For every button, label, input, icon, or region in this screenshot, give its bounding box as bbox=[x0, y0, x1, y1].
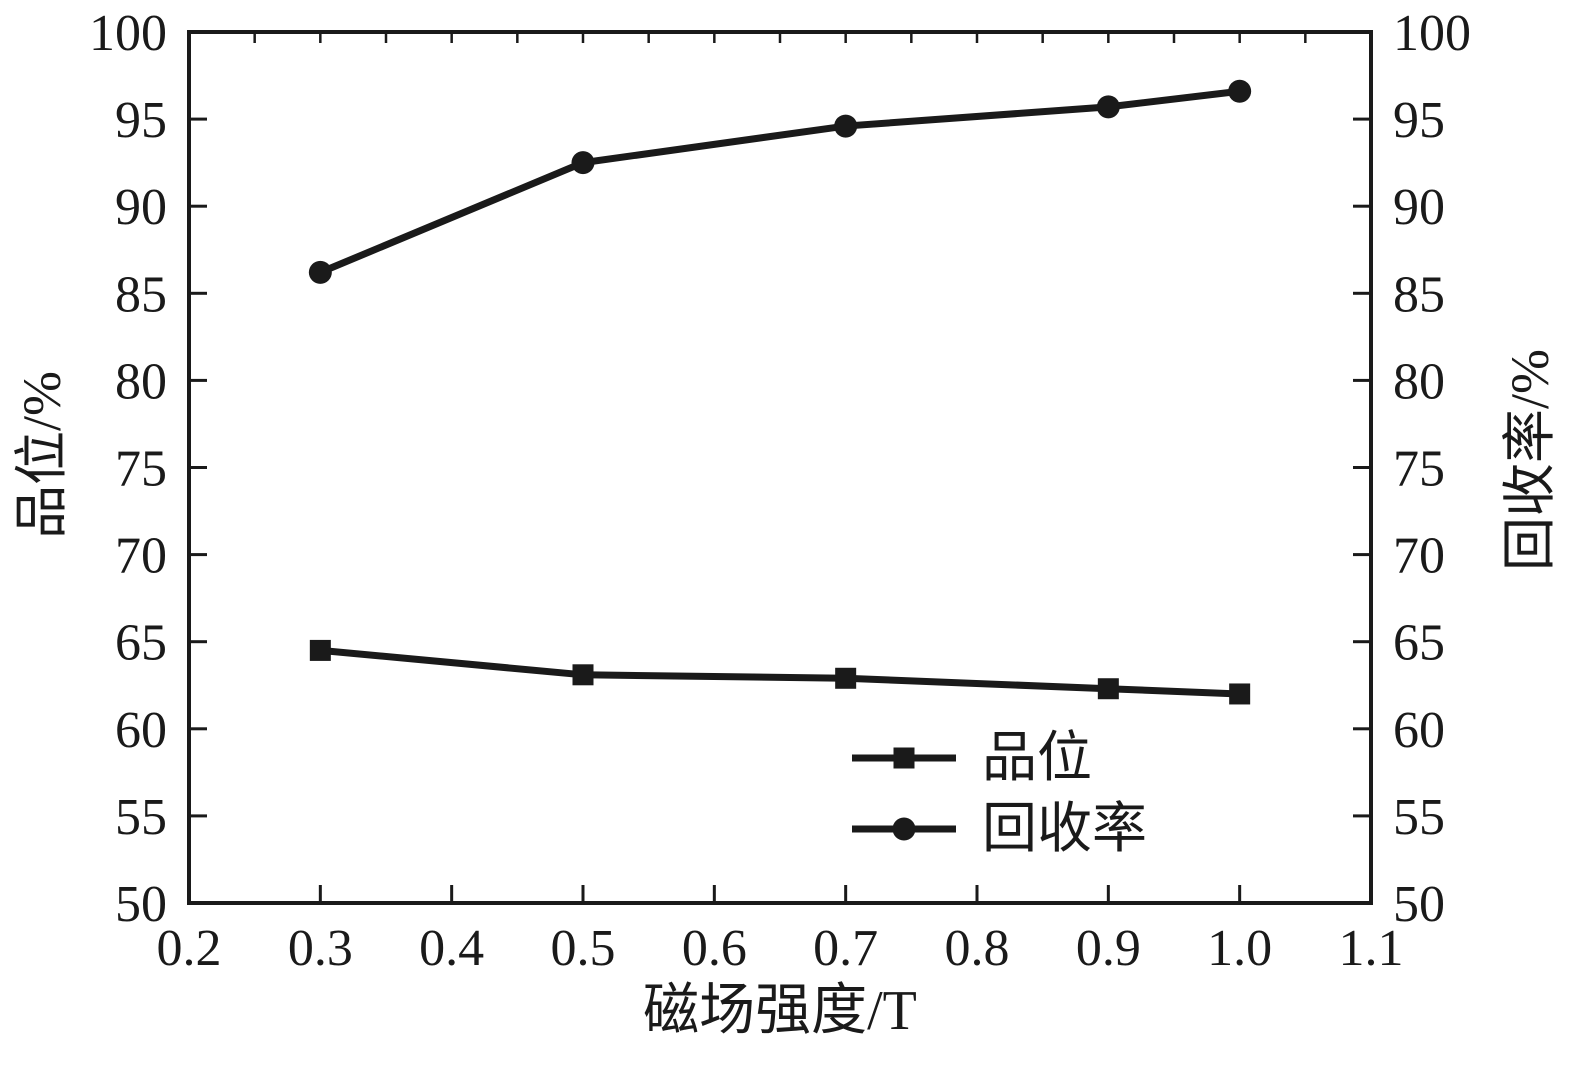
x-tick-label: 0.5 bbox=[551, 920, 616, 977]
data-point-square bbox=[1229, 683, 1251, 705]
x-tick-label: 0.9 bbox=[1076, 920, 1141, 977]
data-point-square bbox=[1097, 678, 1119, 700]
x-tick-label: 0.3 bbox=[288, 920, 353, 977]
y-tick-label-left: 65 bbox=[115, 615, 167, 672]
x-axis-title: 磁场强度/T bbox=[643, 980, 917, 1042]
data-point-circle bbox=[834, 114, 858, 138]
plot-border bbox=[187, 30, 1373, 905]
x-tick-label: 1.0 bbox=[1207, 920, 1272, 977]
y-tick-label-right: 50 bbox=[1393, 876, 1445, 933]
data-point-circle bbox=[1228, 79, 1252, 103]
y-tick-label-left: 85 bbox=[115, 266, 167, 323]
y-tick-label-left: 70 bbox=[115, 528, 167, 585]
x-tick-label: 1.1 bbox=[1339, 920, 1404, 977]
y-tick-label-right: 75 bbox=[1393, 441, 1445, 498]
y-tick-label-left: 50 bbox=[115, 876, 167, 933]
y-axis-title-left: 品位/% bbox=[12, 371, 72, 539]
data-point-square bbox=[309, 639, 331, 661]
data-point-circle bbox=[1096, 95, 1120, 119]
y-axis-title-right: 回收率/% bbox=[1500, 349, 1560, 571]
series-line-circle bbox=[316, 87, 1244, 276]
y-tick-label-left: 100 bbox=[89, 5, 167, 62]
y-tick-label-left: 80 bbox=[115, 353, 167, 410]
y-tick-label-left: 95 bbox=[115, 92, 167, 149]
x-tick-label: 0.2 bbox=[157, 920, 222, 977]
data-point-circle bbox=[308, 260, 332, 284]
data-point-circle bbox=[571, 151, 595, 175]
x-tick-label: 0.8 bbox=[945, 920, 1010, 977]
x-tick-label: 0.4 bbox=[419, 920, 484, 977]
line-circle-marker-icon bbox=[852, 817, 956, 840]
y-tick-label-right: 65 bbox=[1393, 615, 1445, 672]
legend-item-grade: 品位 bbox=[852, 722, 1147, 793]
y-tick-label-right: 60 bbox=[1393, 702, 1445, 759]
legend-label-grade: 品位 bbox=[982, 727, 1093, 788]
data-point-square bbox=[572, 664, 594, 686]
y-tick-label-right: 80 bbox=[1393, 353, 1445, 410]
legend: 品位 回收率 bbox=[852, 722, 1147, 864]
y-tick-label-right: 55 bbox=[1393, 789, 1445, 846]
y-tick-label-left: 90 bbox=[115, 179, 167, 236]
legend-label-recovery: 回收率 bbox=[982, 798, 1148, 859]
y-tick-label-right: 85 bbox=[1393, 266, 1445, 323]
legend-item-recovery: 回收率 bbox=[852, 793, 1147, 864]
y-tick-label-right: 100 bbox=[1393, 5, 1471, 62]
y-tick-label-right: 95 bbox=[1393, 92, 1445, 149]
y-tick-label-left: 75 bbox=[115, 441, 167, 498]
y-tick-label-right: 90 bbox=[1393, 179, 1445, 236]
y-tick-label-left: 60 bbox=[115, 702, 167, 759]
line-square-marker-icon bbox=[852, 747, 956, 768]
x-tick-label: 0.7 bbox=[813, 920, 878, 977]
data-point-square bbox=[835, 667, 857, 689]
y-tick-label-right: 70 bbox=[1393, 528, 1445, 585]
x-tick-label: 0.6 bbox=[682, 920, 747, 977]
y-tick-label-left: 55 bbox=[115, 789, 167, 846]
